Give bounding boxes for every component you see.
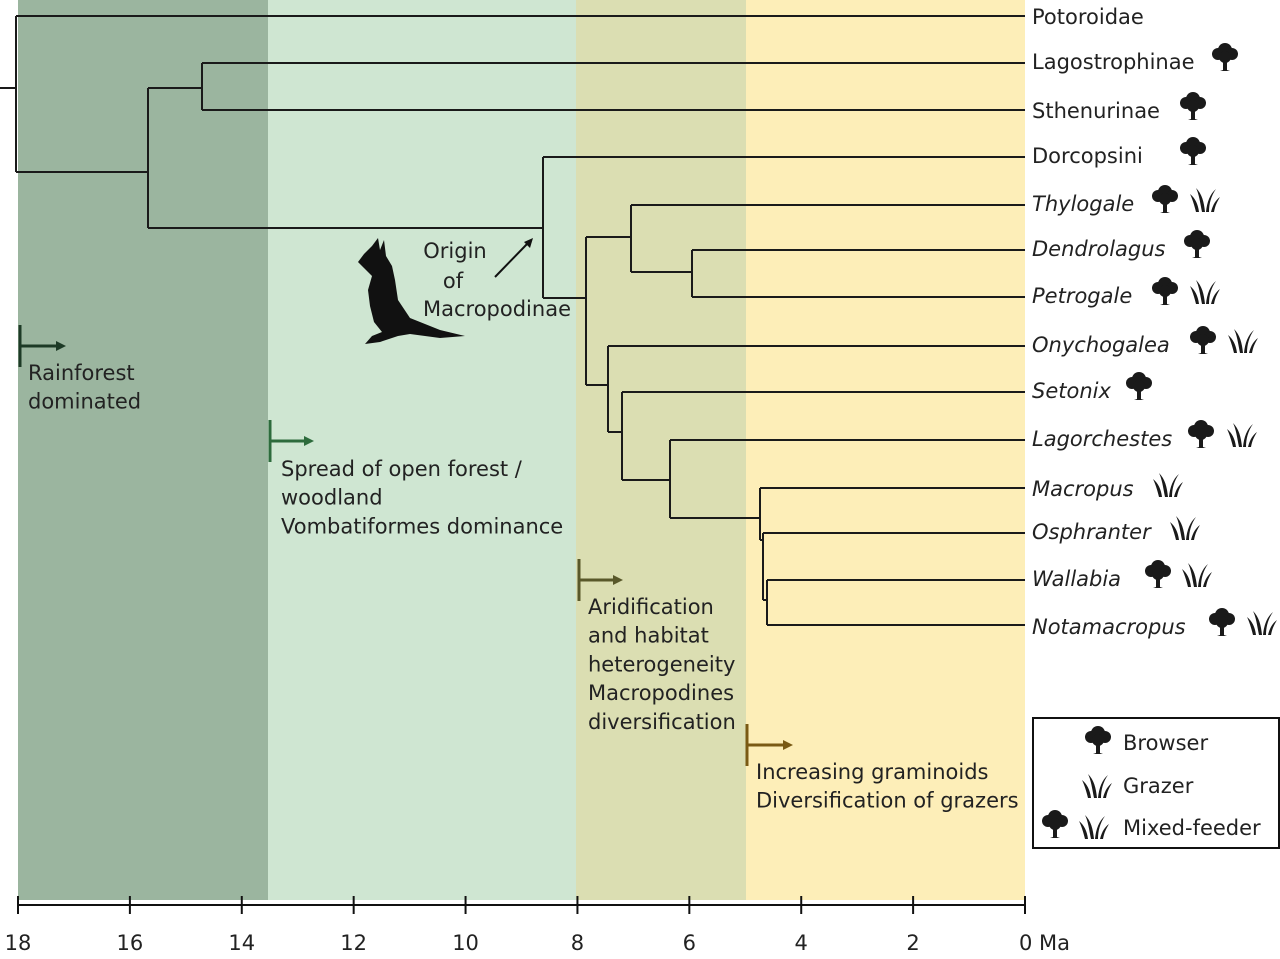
legend-box xyxy=(1032,717,1280,849)
annotation-text: Macropodinae xyxy=(423,297,571,321)
grass-icon xyxy=(1182,563,1212,587)
annotation-text: Macropodines xyxy=(588,681,734,705)
zone-arid xyxy=(576,0,746,900)
tree-icon xyxy=(1126,372,1152,400)
legend-label: Browser xyxy=(1123,731,1208,755)
annotation-text: Rainforest xyxy=(28,361,135,385)
taxon-label: Sthenurinae xyxy=(1032,99,1160,123)
taxon-label: Petrogale xyxy=(1032,284,1132,308)
zone-rainforest xyxy=(18,0,268,900)
axis-tick-label: 8 xyxy=(571,931,584,955)
grass-icon xyxy=(1153,473,1183,497)
annotation-text: diversification xyxy=(588,710,736,734)
kangaroo-silhouette xyxy=(358,238,465,344)
legend-label: Grazer xyxy=(1123,774,1194,798)
annotation-text: Increasing graminoids xyxy=(756,760,989,784)
taxon-label: Lagorchestes xyxy=(1032,427,1172,451)
taxon-label: Lagostrophinae xyxy=(1032,50,1195,74)
event-markers xyxy=(18,325,793,766)
tree-icon xyxy=(1152,185,1178,213)
origin-arrow xyxy=(494,242,529,278)
taxon-label: Potoroidae xyxy=(1032,5,1144,29)
taxon-label: Dendrolagus xyxy=(1032,237,1166,261)
annotation-text: Spread of open forest / xyxy=(281,457,523,481)
time-zones xyxy=(18,0,1025,900)
annotation-text: of xyxy=(443,269,464,293)
axis-tick-label: 10 xyxy=(452,931,479,955)
annotation-text: heterogeneity xyxy=(588,652,735,676)
grass-icon xyxy=(1247,611,1277,635)
axis-tick-label: 4 xyxy=(795,931,808,955)
annotation-text: woodland xyxy=(281,486,383,510)
taxon-label: Onychogalea xyxy=(1032,333,1170,357)
taxon-label: Thylogale xyxy=(1032,192,1134,216)
tree-icon xyxy=(1180,92,1206,120)
taxon-label: Wallabia xyxy=(1032,567,1121,591)
tree-branches xyxy=(0,15,1025,626)
grass-icon xyxy=(1227,423,1257,447)
tree-icon xyxy=(1145,560,1171,588)
axis-tick-label: 14 xyxy=(228,931,255,955)
grass-icon xyxy=(1170,516,1200,540)
tree-icon xyxy=(1209,608,1235,636)
tree-icon xyxy=(1180,137,1206,165)
grass-icon xyxy=(1228,329,1258,353)
tree-icon xyxy=(1184,230,1210,258)
annotation-text: Diversification of grazers xyxy=(756,789,1019,813)
taxon-label: Notamacropus xyxy=(1032,615,1186,639)
annotation-text: Aridification xyxy=(588,595,714,619)
zone-open-forest xyxy=(268,0,576,900)
zone-grassland xyxy=(746,0,1025,900)
taxon-label: Setonix xyxy=(1032,379,1111,403)
axis-tick-label: 18 xyxy=(5,931,32,955)
axis-tick-label: 0 Ma xyxy=(1019,931,1070,955)
annotation-text: and habitat xyxy=(588,624,709,648)
tree-icon xyxy=(1188,420,1214,448)
axis-tick-label: 12 xyxy=(340,931,367,955)
taxon-label: Macropus xyxy=(1032,477,1134,501)
axis-tick-label: 2 xyxy=(906,931,919,955)
legend-label: Mixed-feeder xyxy=(1123,816,1261,840)
tree-icon xyxy=(1212,43,1238,71)
taxon-label: Dorcopsini xyxy=(1032,144,1143,168)
taxon-label: Osphranter xyxy=(1032,520,1152,544)
grass-icon xyxy=(1190,188,1220,212)
origin-arrowhead xyxy=(524,238,533,248)
axis-tick-label: 16 xyxy=(117,931,144,955)
annotation-text: dominated xyxy=(28,390,141,414)
annotation-text: Vombatiformes dominance xyxy=(281,514,563,538)
grass-icon xyxy=(1190,280,1220,304)
tree-icon xyxy=(1152,277,1178,305)
axis-tick-label: 6 xyxy=(683,931,696,955)
annotation-text: Origin xyxy=(423,239,486,263)
tree-icon xyxy=(1190,326,1216,354)
